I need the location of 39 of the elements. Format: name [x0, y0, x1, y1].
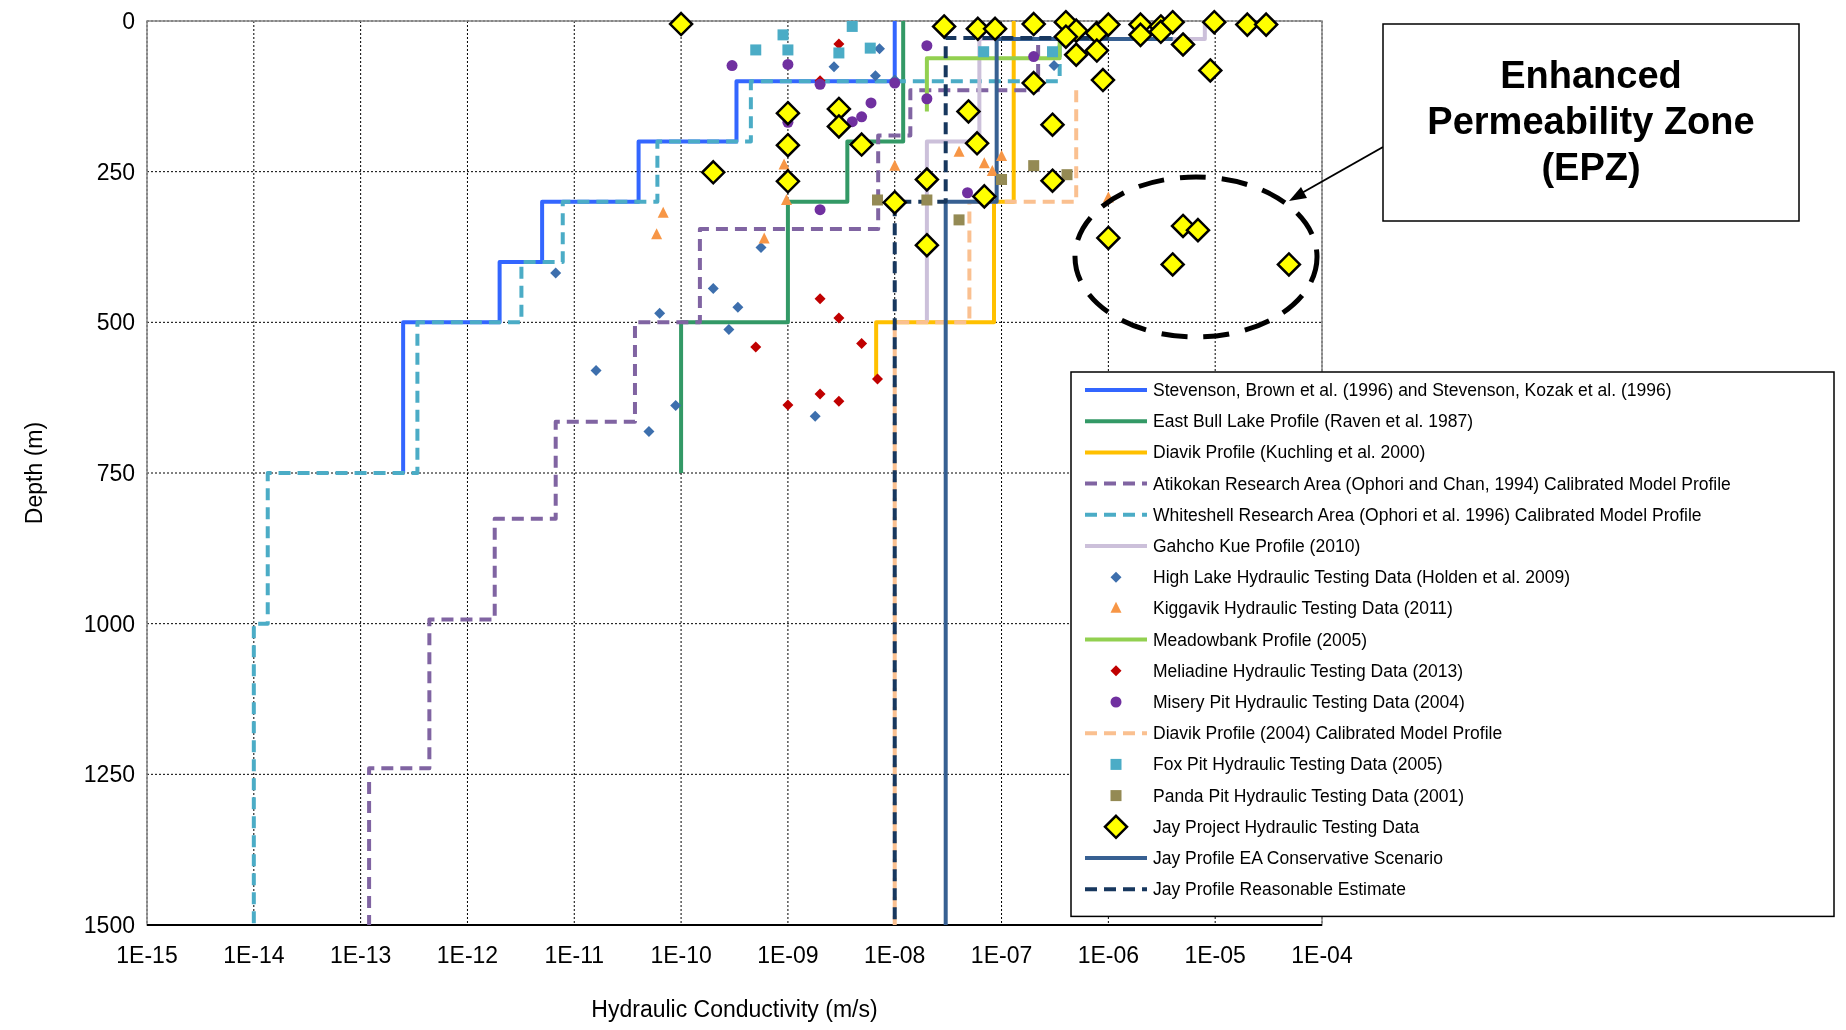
- x-tick-label: 1E-07: [970, 942, 1033, 968]
- x-axis-title: Hydraulic Conductivity (m/s): [591, 996, 878, 1022]
- legend-label: Misery Pit Hydraulic Testing Data (2004): [1153, 692, 1465, 712]
- legend-label: East Bull Lake Profile (Raven et al. 1987): [1153, 411, 1474, 432]
- x-tick-label: 1E-08: [864, 942, 926, 968]
- x-tick-label: 1E-06: [1077, 942, 1140, 968]
- legend-label: Meadowbank Profile (2005): [1153, 629, 1368, 650]
- y-tick-label: 1250: [83, 761, 135, 788]
- legend-label: Stevenson, Brown et al. (1996) and Stevenson, Kozak et al. (1996): [1153, 380, 1672, 400]
- y-tick-label: 1500: [83, 912, 135, 938]
- legend-label: High Lake Hydraulic Testing Data (Holden et al. 2009): [1153, 567, 1570, 588]
- legend-label: Jay Profile Reasonable Estimate: [1153, 879, 1406, 900]
- legend-label: Diavik Profile (2004) Calibrated Model Profile: [1153, 723, 1503, 744]
- x-tick-label: 1E-11: [544, 942, 605, 968]
- legend-label: Fox Pit Hydraulic Testing Data (2005): [1153, 754, 1443, 775]
- legend-label: Jay Project Hydraulic Testing Data: [1153, 816, 1420, 837]
- y-axis-title: Depth (m): [21, 421, 47, 525]
- x-tick-label: 1E-14: [223, 942, 285, 968]
- legend-label: Kiggavik Hydraulic Testing Data (2011): [1153, 598, 1453, 619]
- y-tick-label: 250: [96, 158, 135, 185]
- y-tick-label: 0: [122, 8, 135, 34]
- legend-label: Panda Pit Hydraulic Testing Data (2001): [1153, 785, 1464, 806]
- x-tick-label: 1E-09: [757, 942, 819, 968]
- x-tick-label: 1E-15: [116, 942, 178, 968]
- x-tick-label: 1E-13: [329, 942, 392, 968]
- legend-label: Whiteshell Research Area (Ophori et al. 1996) Calibrated Model Profile: [1153, 504, 1702, 525]
- legend-label: Diavik Profile (Kuchling et al. 2000): [1153, 442, 1426, 463]
- x-tick-label: 1E-04: [1291, 942, 1353, 968]
- legend-label: Gahcho Kue Profile (2010): [1153, 536, 1361, 556]
- x-tick-label: 1E-10: [650, 942, 712, 968]
- legend-label: Jay Profile EA Conservative Scenario: [1153, 848, 1443, 868]
- y-tick-label: 1000: [83, 610, 135, 637]
- x-tick-label: 1E-05: [1184, 942, 1246, 968]
- text: Enhanced Permeability Zone (EPZ): [1427, 54, 1755, 188]
- x-tick-label: 1E-12: [436, 942, 499, 968]
- y-tick-label: 750: [96, 460, 135, 486]
- y-tick-label: 500: [96, 309, 135, 336]
- legend-label: Atikokan Research Area (Ophori and Chan, 1994) Calibrated Model Profile: [1153, 473, 1731, 494]
- legend-label: Meliadine Hydraulic Testing Data (2013): [1153, 660, 1463, 681]
